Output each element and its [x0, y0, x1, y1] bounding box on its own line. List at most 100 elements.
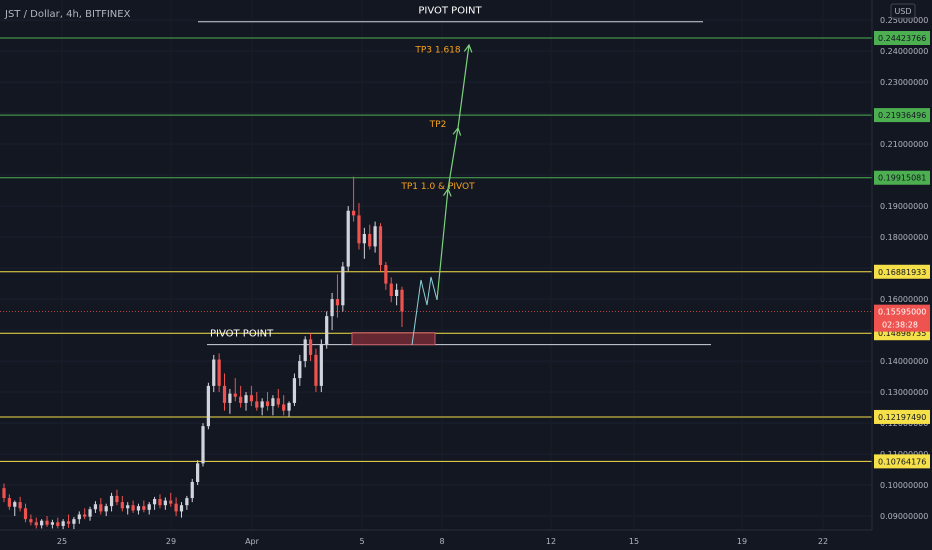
price-tick-label: 0.25000000 [880, 16, 928, 25]
target-label: TP2 [429, 120, 447, 130]
candle-body [395, 289, 399, 296]
candle-body [131, 505, 135, 511]
candle-body [196, 463, 200, 482]
grid [0, 19, 872, 517]
candle-body [34, 522, 38, 526]
candle-body [179, 505, 184, 512]
level-price-text: 0.14898735 [878, 329, 926, 338]
candle-body [335, 299, 340, 306]
projection-wave [411, 276, 438, 346]
level-price-badge [874, 409, 930, 424]
level-price-tag: 0.10764176 [874, 454, 930, 469]
candle-body [88, 509, 92, 517]
candle-body [292, 378, 297, 403]
price-tick-label: 0.23000000 [880, 78, 928, 87]
candle-body [378, 226, 383, 265]
time-ticks: 25 29 Apr 5 8 12 15 19 22 [57, 537, 828, 546]
candle-body [206, 385, 210, 427]
time-tick-label: 15 [629, 537, 639, 546]
candle-body [249, 395, 254, 402]
candle-body [72, 519, 76, 524]
time-tick-label: 5 [359, 537, 364, 546]
candle-body [201, 426, 205, 464]
candle-body [362, 234, 366, 244]
price-tick-label: 0.21000000 [880, 140, 928, 149]
candle-body [239, 396, 243, 403]
candle-body [2, 488, 6, 499]
candle-body [126, 505, 130, 509]
candle-body [56, 522, 60, 526]
candle-body [66, 521, 71, 524]
candle-body [341, 266, 345, 306]
candle-body [174, 503, 178, 512]
level-price-text: 0.10764176 [878, 457, 926, 466]
target-label: TP3 1.618 [414, 46, 461, 56]
candle-body [185, 498, 189, 506]
candle-body [77, 514, 81, 520]
level-price-text: 0.24423766 [878, 34, 926, 43]
level-price-text: 0.19915081 [878, 174, 926, 183]
candle-body [298, 361, 302, 379]
level-price-badge [874, 108, 930, 123]
candle-body [18, 502, 22, 509]
level-price-badge [874, 264, 930, 279]
candle-body [13, 502, 17, 507]
time-tick-label: 29 [166, 537, 176, 546]
pivot-label: PIVOT POINT [418, 6, 482, 17]
candle-body [400, 289, 404, 312]
currency-label: USD [894, 7, 911, 16]
current-price-tag: 0.15595000 02:38:28 [874, 304, 930, 332]
level-price-text: 0.12197490 [878, 413, 926, 422]
candle-body [325, 316, 329, 345]
horizontal-levels [0, 37, 872, 462]
price-tick-label: 0.24000000 [880, 47, 928, 56]
candle-body [308, 339, 313, 355]
price-tick-label: 0.16000000 [880, 295, 928, 304]
time-tick-label: 25 [57, 537, 67, 546]
candle-body [142, 506, 146, 510]
candle-body [276, 398, 280, 405]
price-tick-label: 0.14000000 [880, 357, 928, 366]
candle-body [260, 401, 264, 408]
time-axis[interactable] [0, 529, 932, 550]
candle-body [233, 393, 237, 397]
candle-body [169, 500, 173, 504]
buy-zone [351, 332, 436, 346]
candles [2, 176, 404, 530]
price-tick-label: 0.10000000 [880, 481, 928, 490]
candle-body [287, 402, 291, 411]
target-labels: TP3 1.618 TP2 TP1 1.0 & PIVOT [400, 46, 475, 192]
candle-body [217, 359, 221, 386]
level-price-badge [874, 454, 930, 469]
candle-body [61, 521, 65, 526]
candle-body [265, 401, 270, 407]
candle-body [50, 522, 55, 525]
price-tick-label: 0.09000000 [880, 512, 928, 521]
time-axis-background [0, 530, 932, 550]
pivot-lines: PIVOT POINT PIVOT POINT [198, 6, 711, 346]
projection-arrow-line [457, 44, 470, 129]
countdown-text: 02:38:28 [882, 321, 918, 330]
projection-arrow-line [436, 188, 449, 301]
symbol-title: JST / Dollar, 4h, BITFINEX [4, 9, 131, 20]
candle-body [314, 354, 318, 386]
candle-body [136, 506, 141, 511]
candle-body [104, 506, 108, 512]
level-price-tag: 0.12197490 [874, 409, 930, 424]
candle-body [282, 404, 286, 411]
time-tick-label: Apr [245, 537, 260, 546]
currency-box[interactable] [890, 3, 916, 19]
candle-body [99, 504, 103, 512]
level-price-tag: 0.19915081 [874, 170, 930, 185]
candle-body [109, 495, 114, 507]
candle-body [7, 498, 11, 507]
time-tick-label: 12 [546, 537, 556, 546]
price-tick-label: 0.13000000 [880, 388, 928, 397]
candle-body [357, 215, 361, 244]
level-price-tag: 0.24423766 [874, 31, 930, 46]
candle-body [271, 398, 275, 407]
candle-body [222, 385, 227, 403]
time-tick-label: 8 [439, 537, 444, 546]
